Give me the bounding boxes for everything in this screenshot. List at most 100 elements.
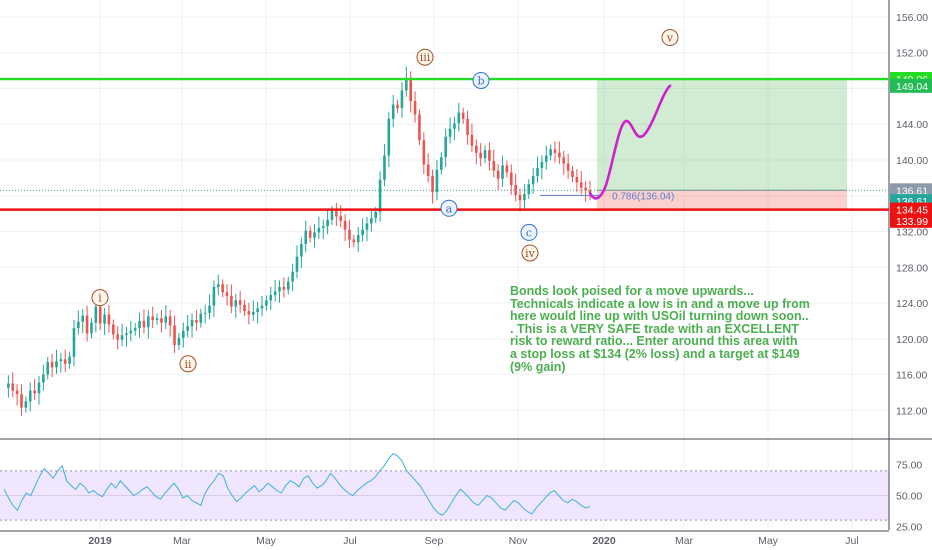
wave-label-c: c bbox=[526, 226, 532, 239]
y-tick-label-9: 120.00 bbox=[896, 334, 928, 346]
candle-body-13 bbox=[59, 359, 63, 362]
candle-body-115 bbox=[505, 165, 509, 173]
candle-body-69 bbox=[304, 230, 308, 245]
candle-body-11 bbox=[50, 362, 54, 368]
candle-body-108 bbox=[474, 145, 478, 153]
candle-body-60 bbox=[265, 300, 268, 306]
candle-body-94 bbox=[413, 101, 417, 115]
rsi-tick-label-2: 25.00 bbox=[896, 521, 922, 533]
target-zone bbox=[597, 79, 847, 191]
price-tag-1: 149.04 bbox=[896, 81, 928, 93]
x-tick-label-9: Jul bbox=[845, 535, 858, 547]
candle-body-68 bbox=[300, 244, 303, 257]
price-tag-4: 134.45 bbox=[896, 205, 928, 217]
candle-body-58 bbox=[256, 308, 259, 312]
candle-body-75 bbox=[330, 210, 334, 220]
candle-body-126 bbox=[553, 149, 557, 153]
candle-body-134 bbox=[588, 190, 592, 193]
candle-body-124 bbox=[544, 155, 548, 162]
candle-body-122 bbox=[536, 168, 539, 177]
candle-body-120 bbox=[527, 184, 531, 194]
fib-level-label: 0.786(136.04) bbox=[612, 191, 674, 202]
candle-body-82 bbox=[361, 229, 364, 236]
candle-body-99 bbox=[435, 169, 439, 193]
candle-body-53 bbox=[234, 300, 238, 307]
wave-label-circle-c bbox=[520, 223, 538, 241]
candle-body-85 bbox=[374, 211, 378, 219]
candle-body-48 bbox=[212, 286, 216, 306]
candle-body-45 bbox=[199, 313, 203, 323]
candle-body-49 bbox=[216, 284, 220, 287]
candle-body-65 bbox=[286, 281, 290, 290]
candle-body-42 bbox=[186, 326, 189, 331]
candle-body-40 bbox=[177, 337, 181, 346]
candle-body-5 bbox=[24, 401, 28, 408]
candle-body-7 bbox=[33, 390, 36, 394]
candle-body-17 bbox=[77, 321, 80, 329]
candle-body-91 bbox=[400, 90, 404, 109]
candle-body-52 bbox=[230, 295, 233, 307]
price-tag-bg-1 bbox=[890, 78, 932, 93]
candle-body-104 bbox=[457, 112, 461, 124]
candle-body-1 bbox=[7, 383, 10, 388]
wave-label-v: v bbox=[666, 32, 674, 45]
note-line-1: Bonds look poised for a move upwards... bbox=[510, 284, 754, 298]
candle-body-21 bbox=[94, 306, 98, 323]
candle-body-86 bbox=[378, 179, 382, 212]
candle-body-131 bbox=[575, 176, 579, 183]
wave-label-circle-a bbox=[440, 199, 458, 217]
wave-label-circle-iii bbox=[416, 48, 434, 66]
candle-body-77 bbox=[339, 216, 343, 221]
candle-body-119 bbox=[523, 193, 526, 201]
candle-body-129 bbox=[566, 163, 570, 171]
candle-body-121 bbox=[531, 176, 535, 185]
wave-label-circle-v bbox=[661, 29, 679, 47]
candle-body-22 bbox=[98, 306, 102, 324]
wave-label-circle-i bbox=[91, 289, 109, 307]
candle-body-106 bbox=[466, 118, 469, 135]
candle-body-12 bbox=[55, 361, 58, 368]
candle-body-113 bbox=[496, 170, 500, 179]
candle-body-96 bbox=[422, 140, 426, 165]
candle-body-26 bbox=[116, 334, 120, 340]
price-tag-bg-5 bbox=[890, 213, 932, 228]
candle-body-76 bbox=[335, 210, 338, 217]
candle-body-87 bbox=[383, 155, 386, 180]
candle-body-116 bbox=[509, 172, 513, 186]
candle-body-89 bbox=[391, 104, 395, 119]
candle-body-118 bbox=[518, 194, 522, 201]
candle-body-16 bbox=[72, 328, 76, 357]
candle-body-79 bbox=[348, 229, 351, 240]
wave-label-circle-ii bbox=[179, 355, 197, 373]
candle-body-127 bbox=[558, 152, 561, 158]
note-line-2: Technicals indicate a low is in and a mo… bbox=[510, 296, 810, 311]
candle-body-47 bbox=[208, 305, 211, 313]
candle-body-9 bbox=[42, 374, 45, 383]
candle-body-30 bbox=[133, 328, 137, 331]
candle-body-70 bbox=[308, 230, 312, 238]
candle-body-90 bbox=[396, 104, 399, 109]
candle-body-132 bbox=[579, 182, 583, 188]
candle-body-102 bbox=[448, 128, 452, 137]
candle-body-80 bbox=[352, 239, 356, 243]
wave-label-ii: ii bbox=[184, 358, 192, 371]
candle-body-54 bbox=[238, 300, 242, 305]
y-tick-label-1: 152.00 bbox=[896, 48, 928, 60]
x-tick-label-4: Sep bbox=[425, 535, 444, 547]
candle-body-133 bbox=[584, 187, 587, 191]
candle-body-8 bbox=[37, 382, 41, 394]
candle-body-78 bbox=[343, 220, 347, 230]
x-tick-label-3: Jul bbox=[343, 535, 356, 547]
candle-body-39 bbox=[173, 325, 176, 346]
candle-body-101 bbox=[444, 136, 447, 158]
candle-body-103 bbox=[453, 123, 456, 129]
y-tick-label-10: 116.00 bbox=[896, 370, 927, 382]
candle-body-92 bbox=[405, 77, 408, 91]
candle-body-20 bbox=[90, 322, 93, 334]
candle-body-59 bbox=[260, 305, 264, 309]
price-tag-bg-4 bbox=[890, 202, 932, 217]
note-line-3: here would line up with USOil turning do… bbox=[510, 309, 809, 324]
price-tag-5: 133.99 bbox=[896, 216, 928, 228]
candle-body-112 bbox=[492, 160, 496, 171]
